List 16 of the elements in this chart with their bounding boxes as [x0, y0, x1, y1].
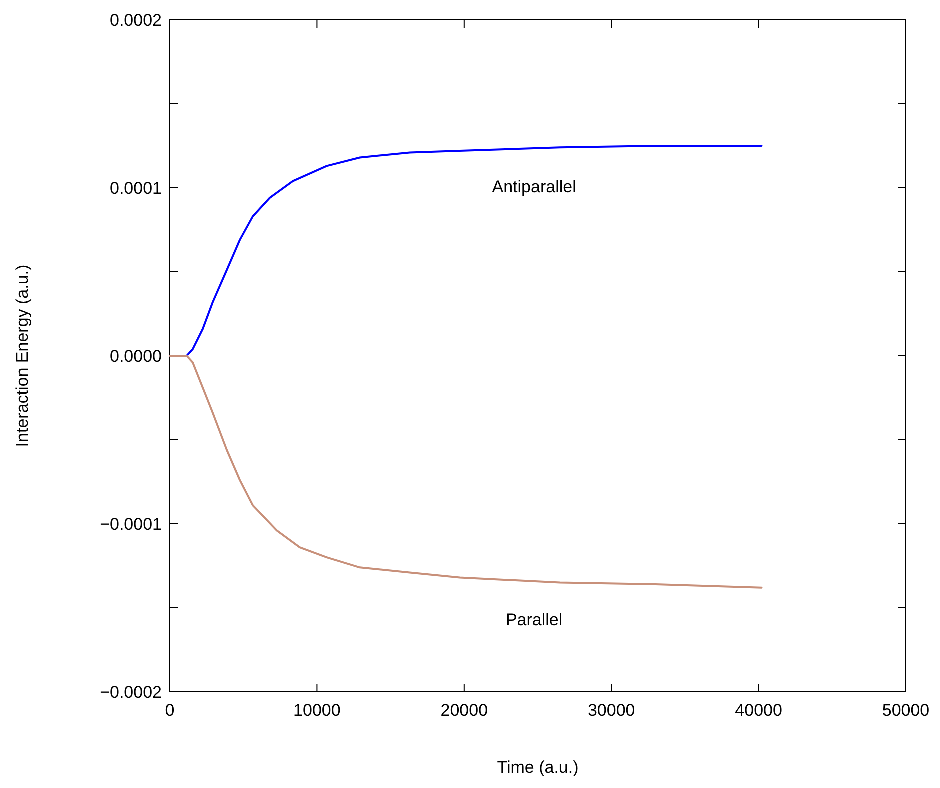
series-label: Parallel [506, 610, 563, 630]
x-axis-title: Time (a.u.) [497, 758, 579, 777]
x-tick-label: 10000 [294, 701, 341, 720]
y-tick-label: −0.0001 [100, 514, 162, 534]
x-tick-label: 30000 [588, 701, 636, 720]
x-tick-label: 50000 [882, 701, 930, 720]
y-tick-label: 0.0001 [110, 178, 162, 198]
y-axis-title: Interaction Energy (a.u.) [13, 264, 32, 448]
y-tick-label: 0.0002 [110, 10, 162, 30]
y-tick-label: 0.0000 [110, 346, 162, 366]
series-label: Antiparallel [492, 177, 576, 196]
x-tick-label: 40000 [735, 701, 782, 720]
line-series [169, 355, 763, 589]
x-tick-label: 0 [165, 701, 175, 720]
y-tick-label: −0.0002 [100, 682, 162, 702]
x-tick-label: 20000 [440, 701, 488, 720]
